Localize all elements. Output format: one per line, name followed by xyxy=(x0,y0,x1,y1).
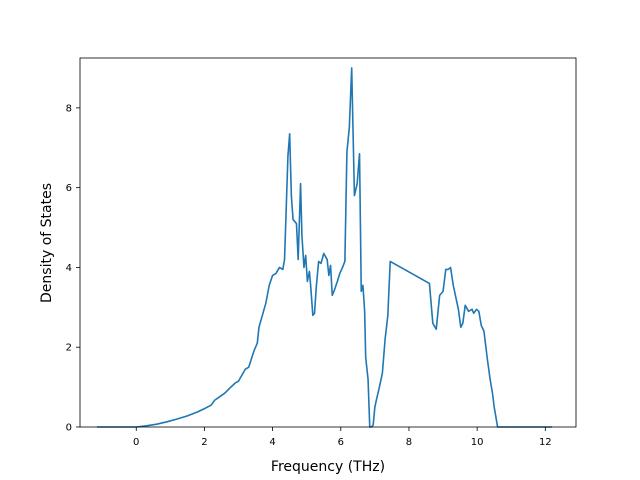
x-tick-label: 8 xyxy=(406,437,412,448)
x-axis-label: Frequency (THz) xyxy=(271,459,385,475)
dos-series-line-0 xyxy=(97,67,553,428)
y-tick-label: 6 xyxy=(66,183,72,194)
x-tick-label: 6 xyxy=(338,437,344,448)
y-axis-label: Density of States xyxy=(39,183,55,303)
x-tick-label: 10 xyxy=(471,437,484,448)
y-tick-label: 0 xyxy=(66,423,72,434)
plot-area xyxy=(97,67,553,428)
y-tick-label: 2 xyxy=(66,343,72,354)
x-tick-label: 0 xyxy=(133,437,139,448)
x-tick-label: 2 xyxy=(201,437,207,448)
y-tick-label: 8 xyxy=(66,103,72,114)
x-axis-ticks: 0 2 4 6 8 10 12 xyxy=(133,427,552,448)
axes-frame xyxy=(79,57,577,428)
y-axis-ticks: 0 2 4 6 8 xyxy=(66,103,80,434)
y-tick-label: 4 xyxy=(66,263,72,274)
x-tick-label: 12 xyxy=(539,437,552,448)
x-tick-label: 4 xyxy=(269,437,275,448)
